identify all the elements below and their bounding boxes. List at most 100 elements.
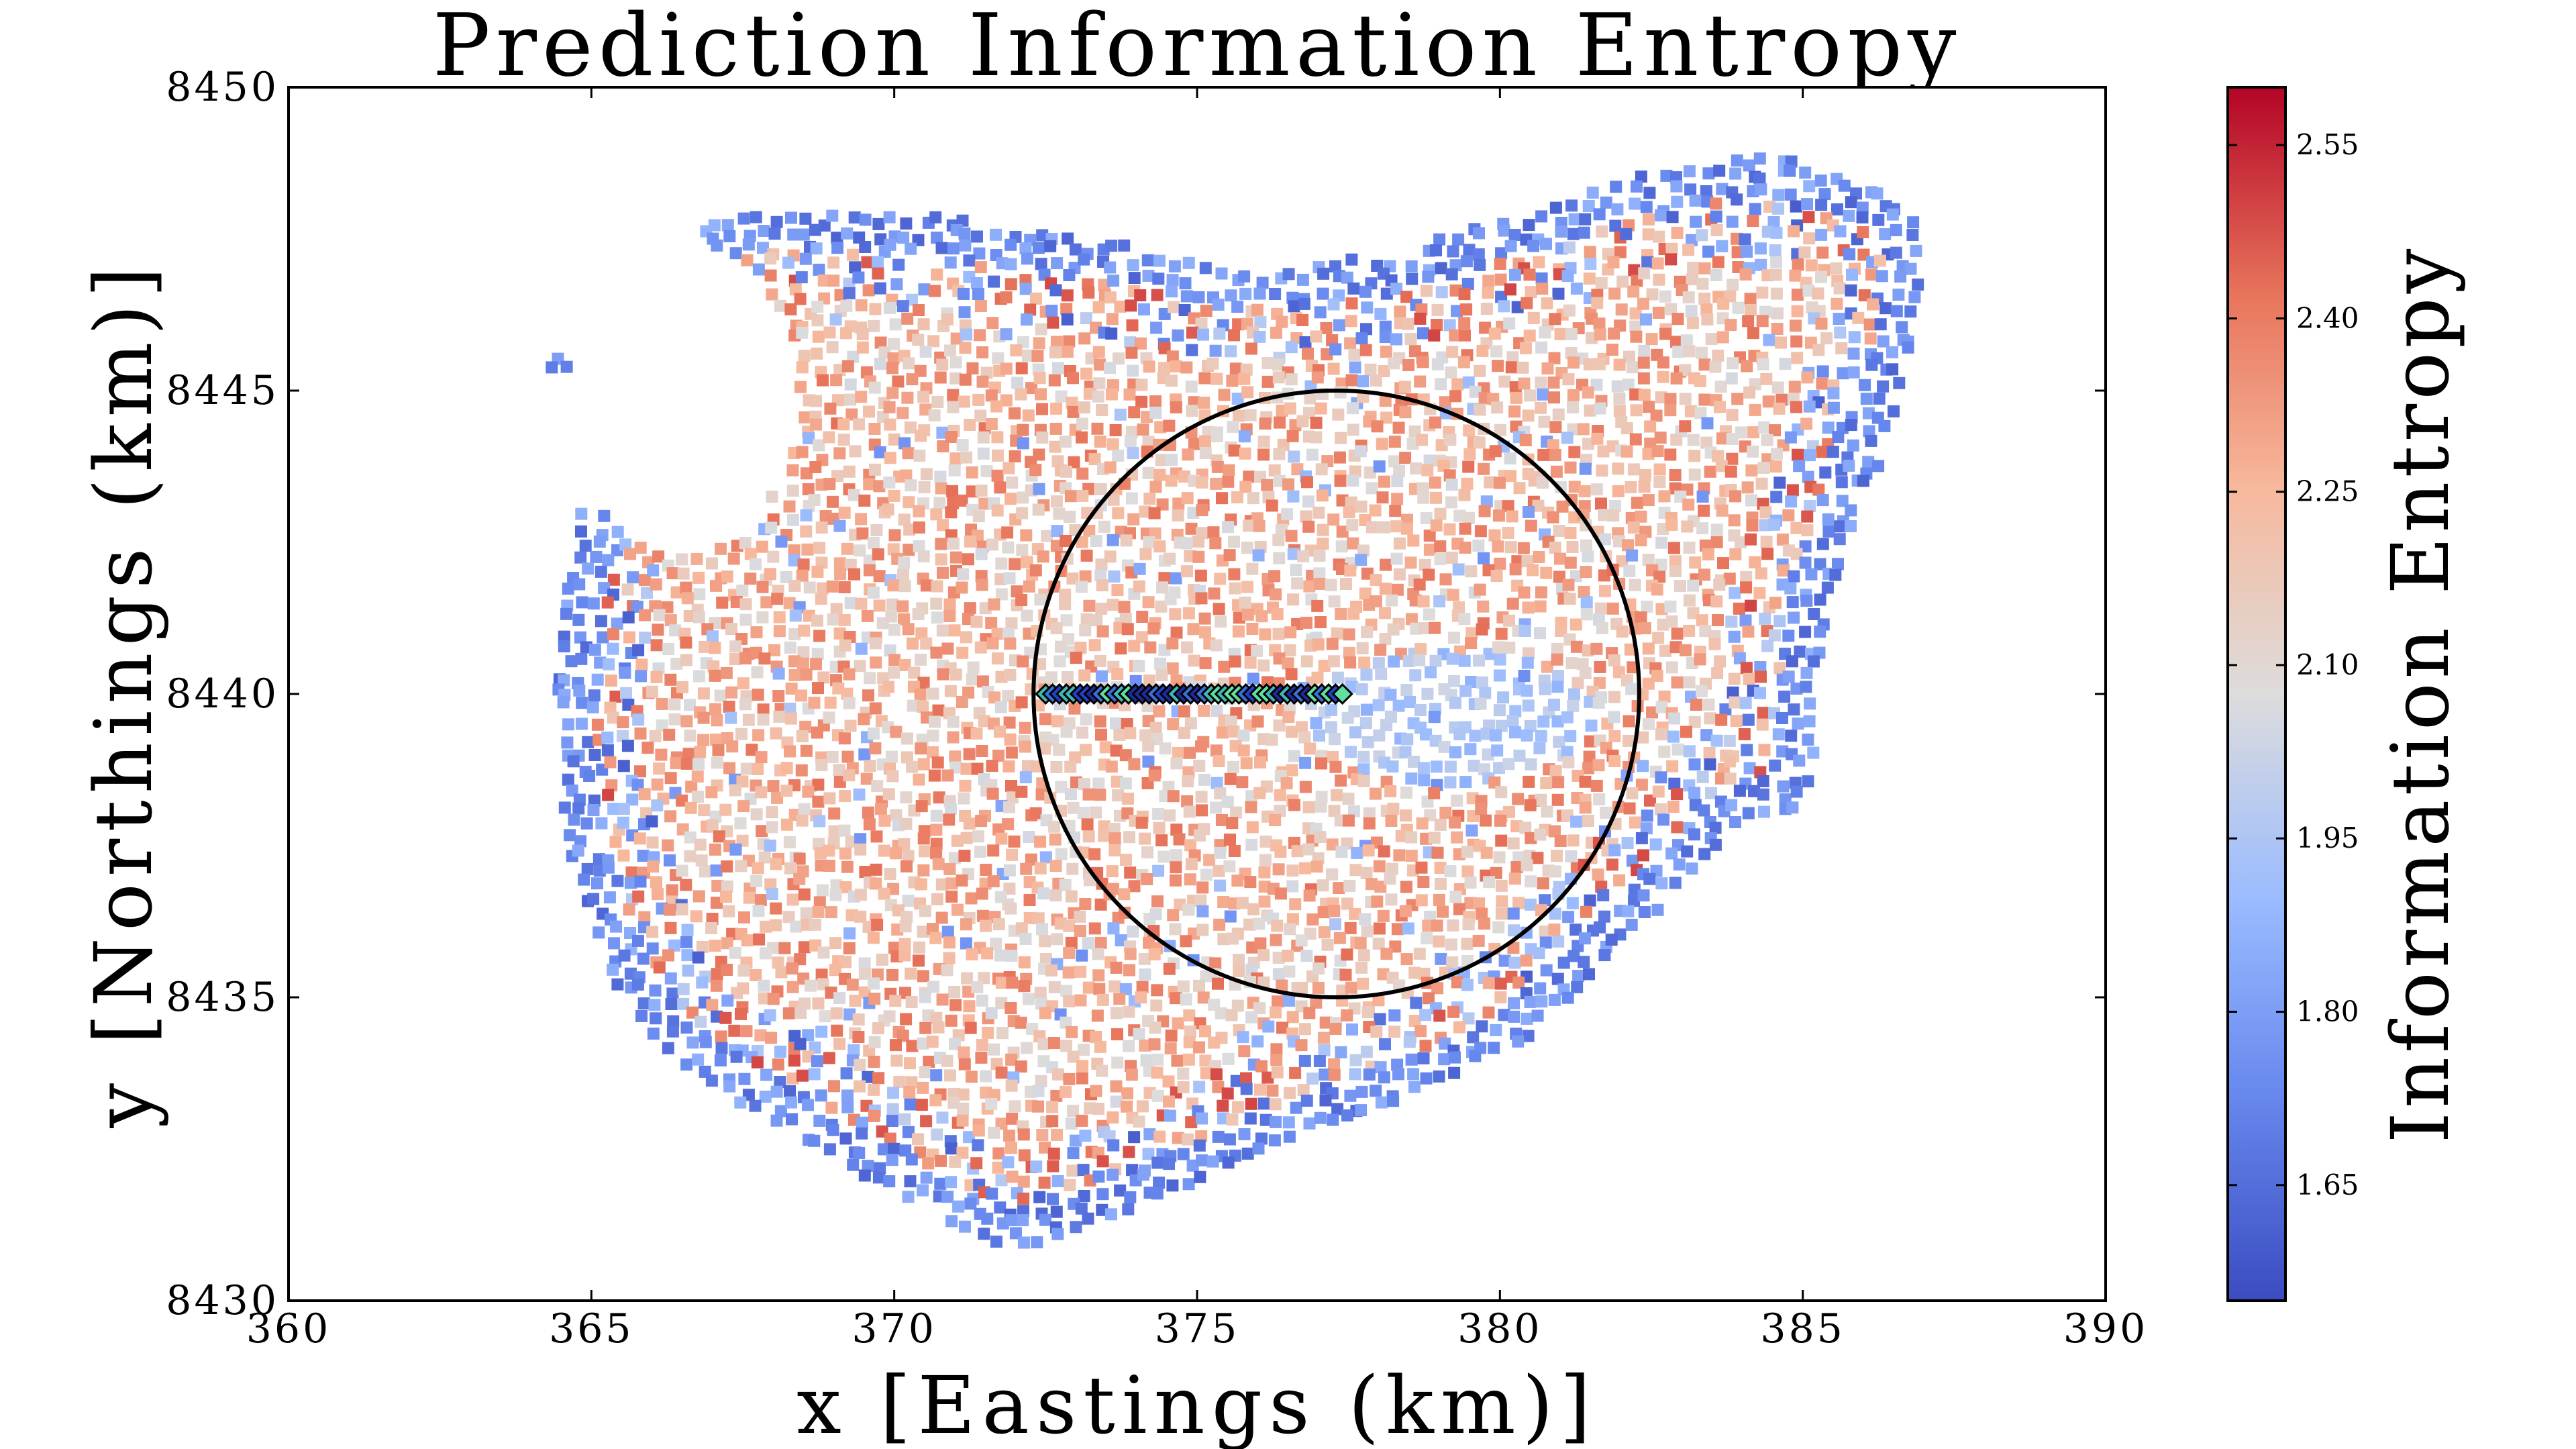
entropy-point (723, 1080, 736, 1093)
entropy-point (1129, 674, 1142, 687)
entropy-point (609, 836, 622, 848)
entropy-point (576, 596, 588, 609)
entropy-point (1482, 748, 1494, 761)
entropy-point (1297, 550, 1310, 562)
entropy-point (1019, 771, 1032, 784)
entropy-point (1480, 303, 1493, 315)
entropy-point (1519, 342, 1532, 354)
entropy-point (812, 905, 825, 918)
entropy-point (602, 789, 615, 801)
entropy-point (1686, 273, 1699, 286)
entropy-point (947, 731, 960, 744)
entropy-point (1066, 397, 1078, 409)
entropy-point (1226, 817, 1239, 830)
entropy-point (1335, 607, 1347, 620)
entropy-point (1181, 795, 1194, 807)
entropy-point (1829, 568, 1842, 581)
entropy-point (831, 1024, 843, 1037)
entropy-point (1547, 439, 1559, 452)
entropy-point (1472, 248, 1485, 260)
entropy-point (802, 483, 815, 495)
entropy-point (1785, 730, 1798, 742)
entropy-point (858, 713, 870, 726)
entropy-point (794, 381, 807, 393)
entropy-point (896, 600, 909, 613)
entropy-point (784, 303, 797, 315)
entropy-point (1702, 698, 1715, 711)
entropy-point (977, 447, 990, 460)
entropy-point (1285, 373, 1298, 386)
entropy-point (1320, 321, 1333, 334)
entropy-point (1449, 390, 1462, 403)
entropy-point (947, 1097, 960, 1109)
entropy-point (1521, 685, 1533, 697)
entropy-point (812, 330, 825, 343)
entropy-point (828, 825, 841, 838)
entropy-point (1539, 326, 1551, 339)
entropy-point (904, 421, 917, 434)
entropy-point (1182, 1133, 1194, 1146)
entropy-point (1458, 317, 1471, 330)
entropy-point (1067, 1147, 1080, 1160)
entropy-point (965, 1070, 978, 1083)
entropy-point (627, 571, 639, 584)
entropy-point (1299, 1023, 1311, 1036)
entropy-point (757, 242, 769, 254)
entropy-point (1579, 213, 1592, 226)
entropy-point (901, 312, 914, 325)
entropy-point (1142, 436, 1155, 448)
entropy-point (1224, 834, 1236, 846)
entropy-point (1005, 1214, 1018, 1227)
entropy-point (1063, 995, 1076, 1007)
entropy-point (1182, 903, 1195, 916)
entropy-point (920, 637, 933, 650)
entropy-point (995, 1174, 1008, 1187)
entropy-point (1552, 408, 1565, 421)
entropy-point (1667, 801, 1680, 813)
entropy-point (1621, 837, 1634, 849)
entropy-point (1489, 445, 1502, 458)
entropy-point (1359, 285, 1372, 298)
entropy-point (680, 879, 692, 891)
entropy-point (1355, 1085, 1368, 1098)
entropy-point (1060, 465, 1072, 478)
entropy-point (1845, 419, 1857, 432)
entropy-point (1274, 805, 1286, 817)
entropy-point (1465, 637, 1478, 650)
entropy-point (1523, 506, 1535, 518)
entropy-point (1801, 510, 1814, 523)
entropy-point (1710, 595, 1723, 608)
entropy-point (898, 1113, 911, 1126)
entropy-point (1093, 983, 1106, 995)
entropy-point (1015, 1016, 1027, 1029)
entropy-point (947, 715, 960, 728)
entropy-point (752, 905, 765, 917)
entropy-point (976, 745, 988, 757)
entropy-point (1137, 423, 1149, 436)
entropy-point (1035, 258, 1047, 270)
entropy-point (1519, 821, 1532, 834)
entropy-point (856, 527, 869, 540)
entropy-point (1121, 1087, 1133, 1100)
entropy-point (1551, 653, 1563, 666)
entropy-point (1799, 556, 1812, 569)
entropy-point (1418, 967, 1431, 980)
entropy-point (872, 1171, 885, 1184)
entropy-point (795, 689, 808, 702)
entropy-point (1461, 865, 1474, 878)
entropy-point (833, 775, 846, 788)
entropy-point (1098, 279, 1111, 291)
entropy-point (1410, 462, 1423, 474)
entropy-point (824, 402, 837, 415)
x-tick-label: 375 (1155, 1305, 1240, 1352)
entropy-point (1566, 897, 1579, 909)
entropy-point (1513, 482, 1526, 495)
entropy-point (1122, 1203, 1135, 1215)
entropy-point (1005, 1053, 1018, 1066)
entropy-point (1096, 579, 1109, 592)
entropy-point (1698, 358, 1711, 371)
plot-area: 360 365 370 375 380 385 3908430843584408445845… (166, 64, 2145, 1352)
entropy-point (1166, 274, 1179, 287)
entropy-point (1199, 1054, 1212, 1067)
entropy-point (917, 832, 930, 845)
